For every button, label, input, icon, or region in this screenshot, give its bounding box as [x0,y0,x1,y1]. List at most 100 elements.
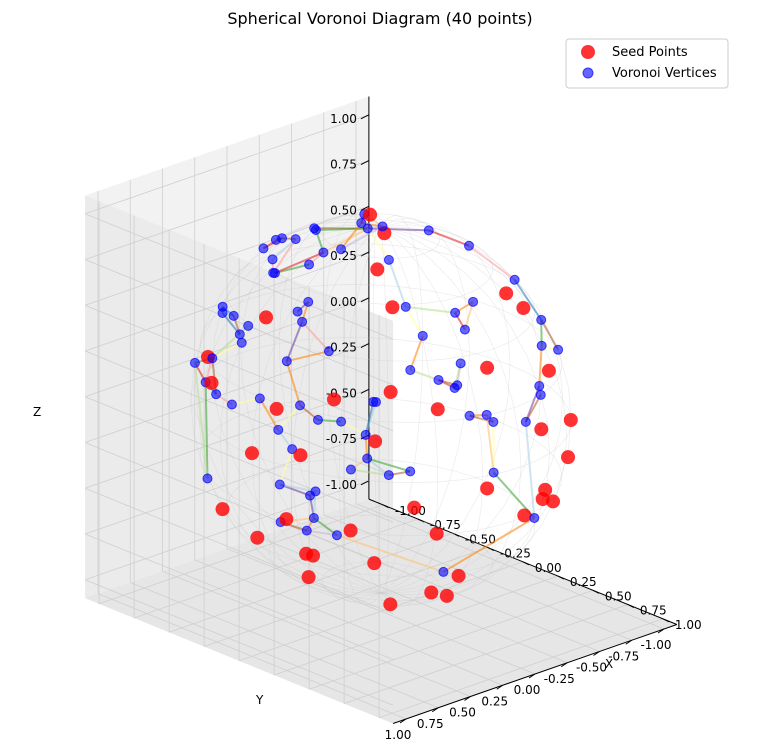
voronoi-vertex [243,320,254,331]
seed-point [541,363,556,378]
y-tick-mark [431,707,439,713]
voronoi-vertex [281,356,292,367]
seed-point [343,523,358,538]
seed-point [245,446,259,461]
seed-point [480,481,495,496]
voronoi-vertex [297,316,308,327]
seed-point [368,434,383,449]
voronoi-vertex [258,243,269,254]
x-tick-label: 1.00 [675,618,702,632]
voronoi-edge [271,238,297,261]
voronoi-vertex [464,410,475,421]
seed-point [293,448,308,463]
sphere-latitude [199,397,563,536]
seed-point [215,502,230,517]
y-tick-label: 0.25 [481,694,508,708]
z-tick-label: 1.00 [330,112,357,126]
sphere-meridian [212,221,550,599]
y-tick-label: -0.75 [608,649,639,663]
voronoi-edge [442,517,535,573]
seed-point [517,508,532,523]
legend-marker-vertex [582,67,594,79]
axes-ticks: -1.00-1.00-1.00-0.75-0.75-0.75-0.50-0.50… [326,112,702,742]
x-tick-mark [417,518,425,523]
voronoi-vertex [211,389,222,400]
seed-point [561,450,576,465]
voronoi-vertex [336,244,347,255]
grid-line-x [308,589,594,690]
y-tick-label: -0.50 [576,661,607,675]
voronoi-edge [274,251,324,275]
seed-point [301,570,316,585]
voronoi-vertex [273,424,284,435]
seed-point [429,526,444,541]
y-tick-label: -1.00 [640,638,671,652]
y-tick-mark [625,639,633,645]
voronoi-vertex [234,329,245,340]
voronoi-vertex [481,409,492,420]
voronoi-vertex [217,301,228,312]
voronoi-edge [524,394,542,423]
grid-line-y [130,581,439,709]
voronoi-vertex [356,218,367,229]
x-tick-mark [452,532,460,537]
z-tick-mark [360,114,370,120]
chart-title: Spherical Voronoi Diagram (40 points) [227,9,532,28]
voronoi-vertex [468,296,479,307]
z-tick-label: 0.25 [330,249,357,263]
x-tick-mark [487,547,495,551]
seed-point [370,262,385,277]
voronoi-edge [279,483,316,493]
voronoi-vertex [455,358,466,369]
sphere-meridian [292,217,470,603]
sphere-latitude [268,218,494,305]
voronoi-vertex [536,314,547,325]
voronoi-edge [524,421,536,519]
sphere-meridian [251,221,511,599]
x-tick-label: -0.50 [465,532,496,546]
seed-point [451,568,466,583]
seed-point [499,286,514,301]
grid-line-y [162,570,471,697]
y-tick-mark [496,684,504,690]
seed-point [563,412,578,427]
z-tick-mark [360,388,370,394]
voronoi-vertex [274,479,285,490]
voronoi-edge [285,321,304,362]
voronoi-edge [428,229,470,247]
voronoi-vertex [290,234,301,245]
sphere-meridian [338,214,424,606]
voronoi-vertex [383,470,394,481]
voronoi-edge [387,259,407,308]
voronoi-edge [540,319,559,351]
voronoi-vertex [488,467,499,478]
seed-point [385,300,400,315]
voronoi-vertex [370,397,381,408]
y-tick-label: 0.00 [514,683,541,697]
plot-points [189,207,578,612]
voronoi-edge [468,244,516,281]
grid-line-y [226,548,536,675]
x-axis-label: X [605,657,613,671]
seed-point [269,401,284,416]
voronoi-vertex [417,330,428,341]
grid-line-z [84,304,394,432]
voronoi-vertex [405,466,416,477]
y-tick-label: 0.50 [449,706,476,720]
voronoi-vertex [189,357,200,368]
voronoi-edge [364,401,375,436]
voronoi-edge [211,341,243,360]
legend: Seed Points Voronoi Vertices [565,38,729,89]
seed-point [204,375,219,390]
seed-point [538,482,553,497]
voronoi-vertex [202,473,213,484]
z-tick-mark [360,297,370,303]
seed-point [546,494,560,509]
z-axis-label: Z [33,405,41,419]
voronoi-vertex [345,464,356,475]
grid-line-z [84,396,394,523]
voronoi-edge [315,227,368,231]
voronoi-edge [306,529,338,537]
voronoi-vertex [226,399,237,410]
